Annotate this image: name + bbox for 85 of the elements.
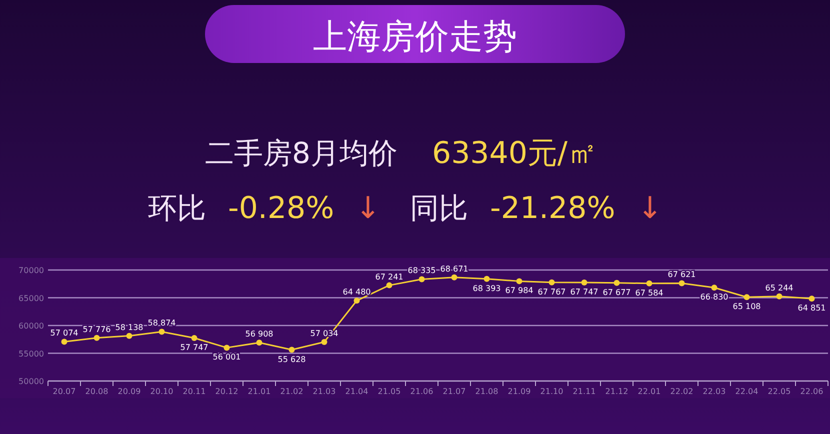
x-tick-label: 20.09 [118,387,141,396]
x-tick-label: 21.05 [378,387,401,396]
point [288,346,295,353]
point [646,280,652,286]
x-tick-label: 21.12 [605,387,628,396]
x-tick-label: 22.06 [800,387,824,396]
x-tick-label: 21.11 [572,387,596,396]
data-label: 68 671 [440,264,468,274]
point [678,280,685,286]
x-tick-label: 20.08 [85,387,108,396]
data-label: 65 244 [765,283,794,292]
data-label: 64 851 [798,304,826,313]
data-label: 55 628 [278,354,306,364]
text: 二手房8月均价 [205,136,398,170]
data-label: 58 138 [115,322,144,332]
point [516,278,522,284]
point [614,280,620,286]
x-tick-label: 22.01 [638,387,661,396]
data-label: 56 908 [245,330,274,339]
data-label: 67 767 [538,287,566,296]
point [354,298,360,304]
data-label: 67 984 [505,286,534,296]
point [158,328,165,335]
y-tick-label: 50000 [18,377,44,386]
point [321,338,328,345]
x-tick-label: 21.07 [442,387,466,396]
data-label: 57 074 [50,328,78,338]
x-tick-label: 21.04 [345,387,368,396]
x-tick-label: 22.03 [702,387,726,396]
data-label: 67 677 [602,288,631,297]
x-tick-label: 22.02 [670,387,694,396]
point [776,293,782,300]
point [418,276,425,282]
y-tick-label: 55000 [18,349,44,358]
chart-title: 上海房价走势 [313,17,517,57]
point [94,334,100,341]
data-label: 56 001 [212,352,241,362]
data-label: 68 393 [472,284,501,293]
data-label: 68 335 [408,266,436,276]
point [808,296,815,302]
text: -0.28% [228,191,334,226]
data-label: 64 480 [342,288,371,297]
data-label: 67 621 [668,270,696,280]
text: -21.28% [490,191,616,226]
x-tick-label: 21.01 [248,387,271,396]
y-tick-label: 60000 [18,322,44,330]
data-label: 58 874 [148,318,176,328]
text: 环比 [148,191,206,225]
point [581,280,588,286]
text: ↓ [355,191,381,226]
text: ↓ [637,191,663,226]
point [386,282,392,288]
data-label: 57 747 [180,343,208,352]
x-tick-label: 20.12 [215,387,238,396]
text: 63340元/㎡ [432,136,598,171]
x-tick-label: 20.10 [150,387,174,396]
point [484,276,490,282]
x-tick-label: 21.03 [312,387,336,396]
data-label: 67 241 [375,272,404,282]
x-tick-label: 20.11 [182,387,206,396]
x-tick-label: 21.06 [410,387,434,396]
point [191,335,198,342]
data-label: 57 776 [82,324,111,334]
x-tick-label: 21.10 [540,387,564,396]
data-label: 65 108 [732,302,761,312]
x-tick-label: 22.05 [768,387,791,396]
data-label: 67 747 [570,288,598,297]
x-tick-label: 21.02 [280,387,304,396]
point [61,338,68,345]
x-tick-label: 21.09 [508,387,531,396]
x-tick-label: 20.07 [52,387,76,396]
data-label: 66 830 [700,292,728,302]
point [224,344,230,351]
y-tick-label: 65000 [18,294,44,303]
y-tick-label: 70000 [18,266,44,275]
point [126,332,132,339]
point [451,274,458,280]
x-tick-label: 22.04 [735,387,758,396]
point [256,340,262,346]
data-label: 67 584 [635,288,664,298]
point [744,294,750,300]
x-tick-label: 21.08 [475,387,498,396]
point [711,284,718,291]
text: 同比 [410,191,468,225]
point [548,279,555,286]
